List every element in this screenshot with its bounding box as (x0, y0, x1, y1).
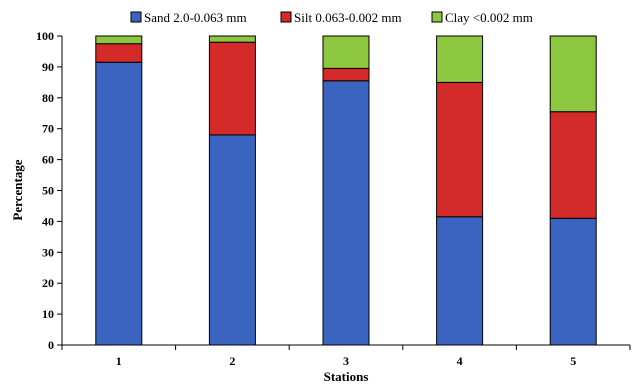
y-tick-label: 50 (42, 184, 54, 198)
bar-segment-station-3-series-2 (322, 67, 370, 82)
bar-segment-station-4-series-2 (436, 81, 484, 218)
y-tick-label: 30 (42, 245, 54, 259)
legend-swatch-3 (431, 11, 443, 23)
x-tick-label-station-1: 1 (116, 354, 122, 368)
bar-segment-station-3-series-3 (322, 35, 370, 69)
axes: 0 10 20 30 40 50 60 70 80 90 100 1 2 3 4 5 (36, 29, 631, 368)
bar-segment-station-2-series-1 (208, 134, 256, 346)
bar-segment-station-1-series-2 (95, 43, 143, 63)
x-tick-label-station-2: 2 (229, 354, 235, 368)
bar-segment-station-5-series-2 (549, 111, 597, 219)
bar-segment-station-2-series-3 (208, 35, 256, 43)
legend-label-3: Clay <0.002 mm (445, 10, 533, 25)
x-tick-label-station-5: 5 (570, 354, 576, 368)
bars (95, 35, 597, 346)
y-axis-title: Percentage (10, 159, 25, 220)
y-tick-label: 70 (42, 122, 54, 136)
y-tick-label: 80 (42, 91, 54, 105)
bar-segment-station-1-series-1 (95, 61, 143, 346)
x-axis-title: Stations (324, 369, 369, 384)
y-tick-label: 40 (42, 214, 54, 228)
x-tick-label-station-3: 3 (343, 354, 349, 368)
y-tick-label: 10 (42, 307, 54, 321)
legend-swatch-1 (130, 11, 142, 23)
legend-swatch-2 (280, 11, 292, 23)
x-tick-label-station-4: 4 (457, 354, 463, 368)
legend: Sand 2.0-0.063 mm Silt 0.063-0.002 mm Clay… (130, 10, 533, 25)
y-tick-label: 0 (48, 338, 54, 352)
bar-segment-station-1-series-3 (95, 35, 143, 45)
bar-segment-station-5-series-1 (549, 217, 597, 346)
legend-label-2: Silt 0.063-0.002 mm (294, 10, 402, 25)
bar-segment-station-4-series-3 (436, 35, 484, 83)
bar-segment-station-2-series-2 (208, 41, 256, 136)
bar-segment-station-3-series-1 (322, 80, 370, 346)
y-tick-label: 60 (42, 153, 54, 167)
y-tick-label: 20 (42, 276, 54, 290)
bar-segment-station-4-series-1 (436, 216, 484, 346)
bar-segment-station-5-series-3 (549, 35, 597, 113)
y-tick-label: 100 (36, 29, 54, 43)
legend-label-1: Sand 2.0-0.063 mm (144, 10, 247, 25)
y-tick-label: 90 (42, 60, 54, 74)
